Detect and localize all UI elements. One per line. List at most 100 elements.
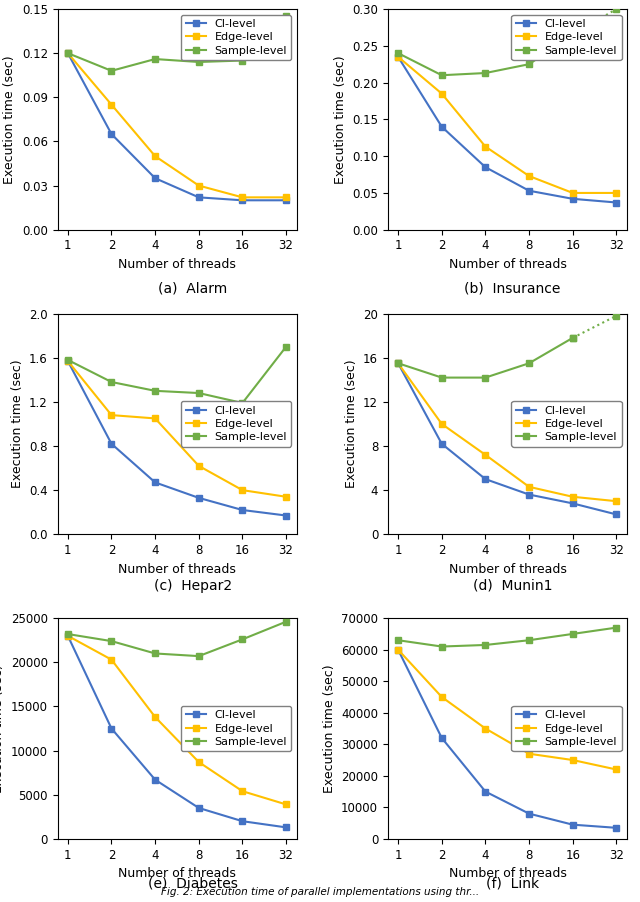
Sample-level: [195, 388, 203, 399]
Line: Sample-level: Sample-level: [65, 14, 289, 74]
X-axis label: Number of threads: Number of threads: [118, 258, 236, 271]
Sample-level: [195, 650, 203, 661]
Edge-level: [438, 419, 445, 429]
CI-level: [108, 129, 115, 140]
Edge-level: [239, 786, 246, 796]
Edge-level: [282, 492, 290, 502]
Legend: CI-level, Edge-level, Sample-level: CI-level, Edge-level, Sample-level: [181, 401, 291, 446]
Text: (d)  Munin1: (d) Munin1: [473, 579, 552, 593]
CI-level: [195, 803, 203, 814]
Text: (c)  Hepar2: (c) Hepar2: [154, 579, 232, 593]
Sample-level: [151, 53, 159, 64]
Line: CI-level: CI-level: [396, 647, 619, 831]
Line: Edge-level: Edge-level: [396, 361, 619, 504]
Y-axis label: Execution time (sec): Execution time (sec): [0, 664, 5, 793]
Edge-level: [108, 654, 115, 665]
Sample-level: [239, 634, 246, 645]
Edge-level: [282, 192, 290, 203]
Edge-level: [195, 757, 203, 768]
Sample-level: [282, 341, 290, 352]
Y-axis label: Execution time (sec): Execution time (sec): [344, 360, 358, 488]
Sample-level: [64, 629, 72, 640]
Sample-level: [282, 616, 290, 627]
Edge-level: [282, 799, 290, 810]
CI-level: [569, 819, 577, 830]
Text: (e)  Diabetes: (e) Diabetes: [148, 877, 237, 890]
Line: Edge-level: Edge-level: [396, 54, 619, 196]
Edge-level: [239, 484, 246, 495]
X-axis label: Number of threads: Number of threads: [449, 867, 566, 880]
Line: Sample-level: Sample-level: [396, 625, 619, 649]
CI-level: [569, 193, 577, 204]
CI-level: [64, 48, 72, 59]
CI-level: [525, 489, 533, 500]
Text: (a)  Alarm: (a) Alarm: [158, 281, 227, 296]
Line: Sample-level: Sample-level: [65, 619, 289, 658]
CI-level: [394, 358, 402, 369]
CI-level: [282, 195, 290, 206]
Edge-level: [64, 48, 72, 59]
Sample-level: [612, 622, 620, 633]
Line: CI-level: CI-level: [65, 51, 289, 203]
CI-level: [239, 195, 246, 206]
Edge-level: [525, 749, 533, 759]
Line: CI-level: CI-level: [65, 633, 289, 830]
Edge-level: [569, 755, 577, 766]
Edge-level: [151, 413, 159, 424]
CI-level: [151, 477, 159, 488]
Edge-level: [481, 142, 489, 152]
Edge-level: [438, 88, 445, 99]
Sample-level: [525, 635, 533, 646]
Line: CI-level: CI-level: [396, 361, 619, 517]
Sample-level: [438, 641, 445, 652]
Edge-level: [239, 192, 246, 203]
X-axis label: Number of threads: Number of threads: [449, 258, 566, 271]
Line: CI-level: CI-level: [65, 358, 289, 519]
Y-axis label: Execution time (sec): Execution time (sec): [11, 360, 24, 488]
Sample-level: [239, 398, 246, 409]
Edge-level: [481, 723, 489, 734]
Sample-level: [569, 629, 577, 640]
CI-level: [481, 474, 489, 484]
CI-level: [438, 121, 445, 132]
CI-level: [239, 815, 246, 826]
Sample-level: [64, 354, 72, 365]
X-axis label: Number of threads: Number of threads: [118, 867, 236, 880]
Y-axis label: Execution time (sec): Execution time (sec): [333, 55, 347, 184]
CI-level: [481, 787, 489, 797]
Y-axis label: Execution time (sec): Execution time (sec): [3, 55, 16, 184]
Edge-level: [151, 151, 159, 161]
Edge-level: [195, 460, 203, 471]
CI-level: [481, 161, 489, 172]
Legend: CI-level, Edge-level, Sample-level: CI-level, Edge-level, Sample-level: [511, 401, 621, 446]
CI-level: [438, 732, 445, 743]
Legend: CI-level, Edge-level, Sample-level: CI-level, Edge-level, Sample-level: [181, 14, 291, 60]
Text: (b)  Insurance: (b) Insurance: [465, 281, 561, 296]
Sample-level: [394, 635, 402, 646]
Edge-level: [64, 630, 72, 641]
CI-level: [282, 511, 290, 521]
CI-level: [612, 509, 620, 520]
CI-level: [612, 198, 620, 208]
CI-level: [195, 492, 203, 503]
Edge-level: [569, 492, 577, 502]
CI-level: [195, 192, 203, 203]
CI-level: [151, 173, 159, 184]
Sample-level: [64, 48, 72, 59]
Sample-level: [282, 11, 290, 22]
CI-level: [394, 644, 402, 655]
Sample-level: [108, 636, 115, 647]
CI-level: [108, 438, 115, 449]
Text: Fig. 2: Execution time of parallel implementations using thr...: Fig. 2: Execution time of parallel imple…: [161, 888, 479, 897]
CI-level: [438, 438, 445, 449]
Line: Sample-level: Sample-level: [65, 344, 289, 406]
Edge-level: [195, 180, 203, 191]
CI-level: [239, 504, 246, 515]
Edge-level: [569, 188, 577, 198]
Sample-level: [481, 640, 489, 650]
Edge-level: [612, 188, 620, 198]
Line: Edge-level: Edge-level: [65, 51, 289, 200]
Edge-level: [151, 712, 159, 723]
Text: (f)  Link: (f) Link: [486, 877, 540, 890]
Legend: CI-level, Edge-level, Sample-level: CI-level, Edge-level, Sample-level: [181, 705, 291, 751]
